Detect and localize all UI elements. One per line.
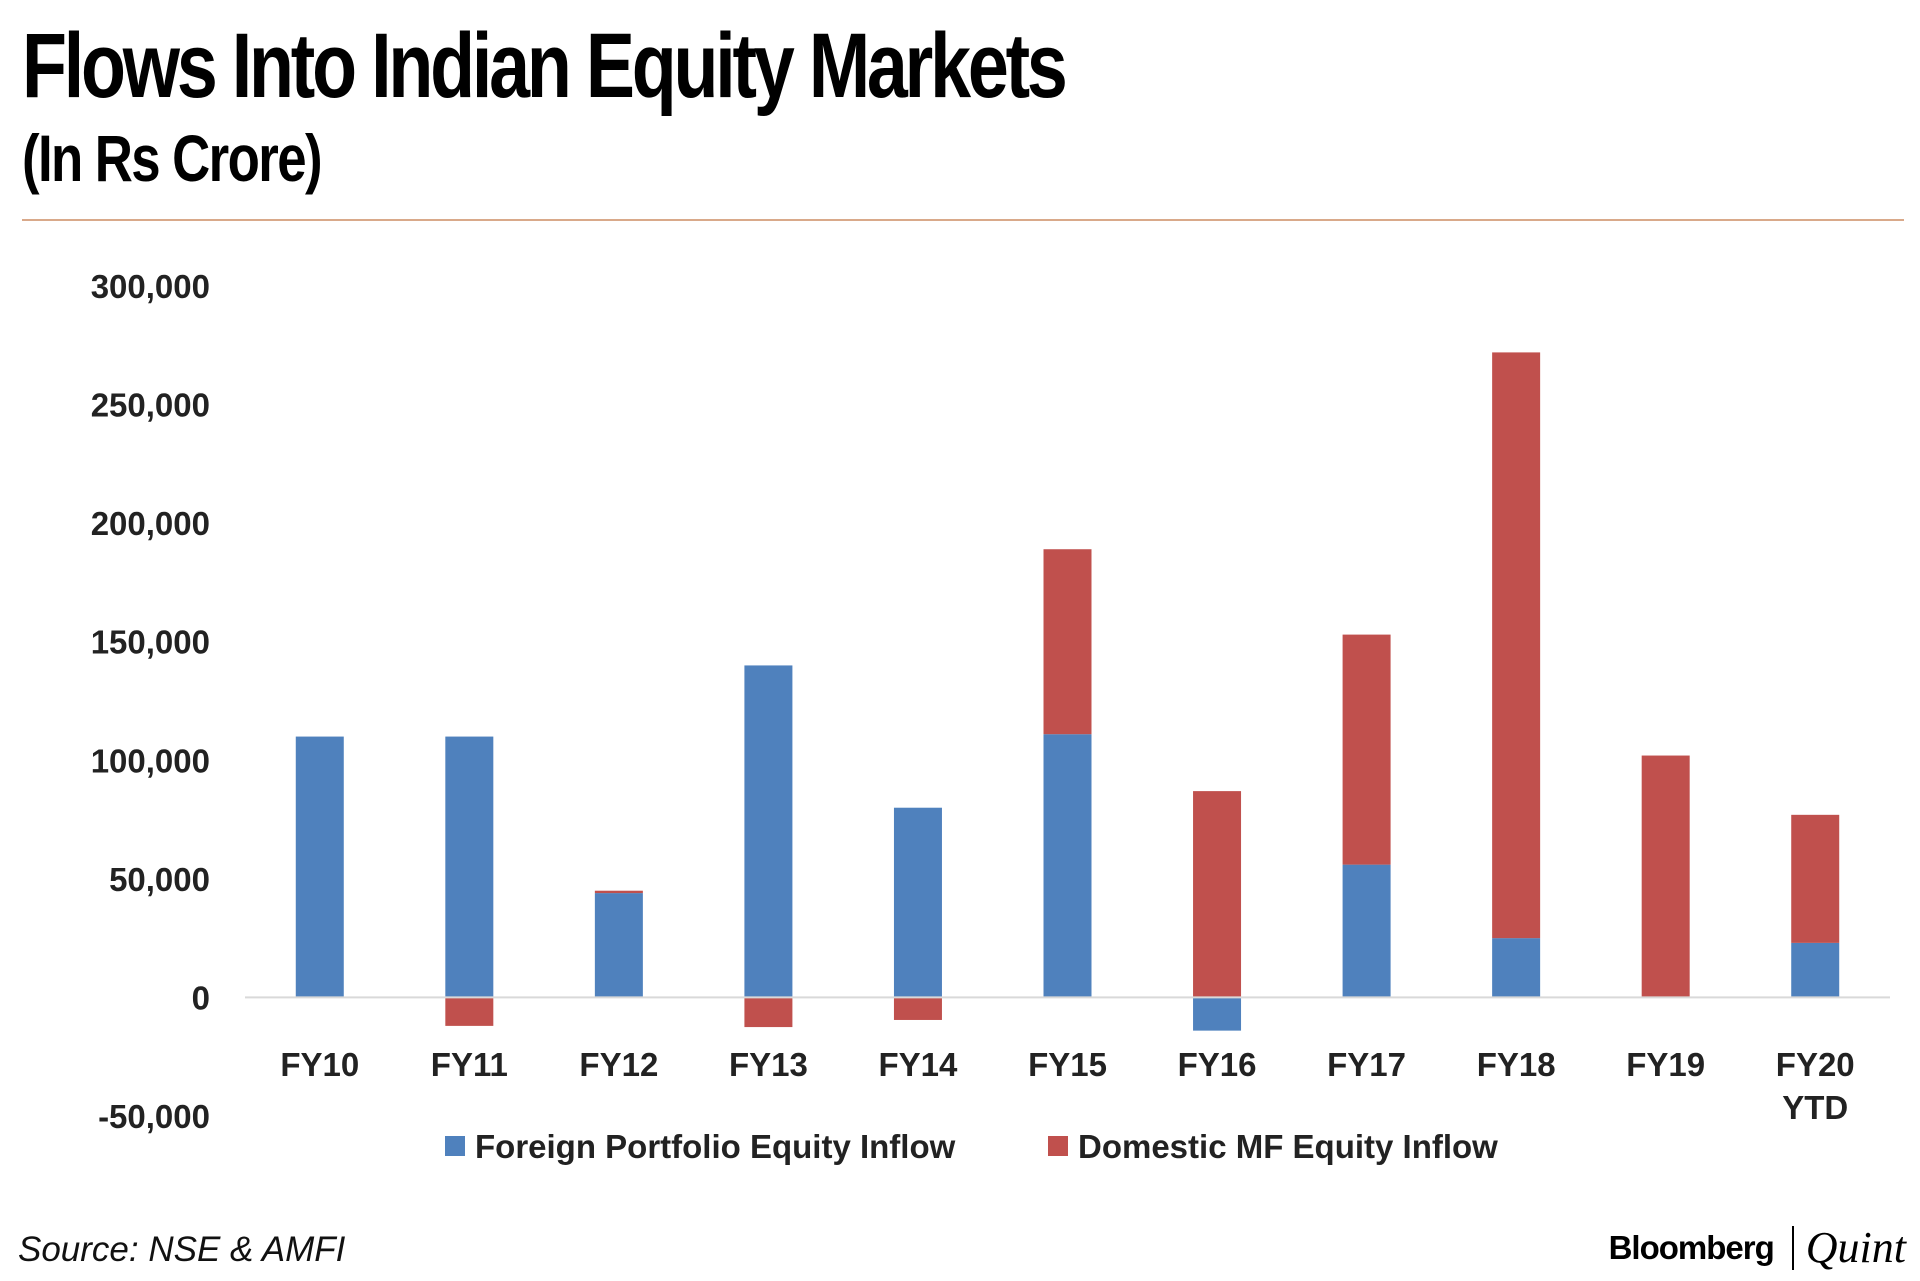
x-tick-label: FY19	[1626, 1046, 1705, 1083]
x-tick-label: FY13	[729, 1046, 808, 1083]
y-tick-label: 250,000	[91, 387, 210, 424]
x-tick-label: FY20	[1776, 1046, 1855, 1083]
bar-domestic	[594, 890, 643, 894]
stacked-bar-chart: -50,000 0 50,000 100,000 150,000 200,000 250,0…	[91, 268, 1890, 1165]
bar-foreign	[1193, 997, 1242, 1031]
bar-foreign	[1043, 734, 1092, 998]
bar-foreign	[594, 893, 643, 998]
y-tick-label: 150,000	[91, 624, 210, 661]
bar-domestic	[1342, 634, 1391, 865]
x-tick-label: YTD	[1782, 1089, 1848, 1126]
y-tick-label: 50,000	[109, 861, 210, 898]
bar-foreign	[1791, 942, 1840, 998]
x-tick-label: FY17	[1327, 1046, 1406, 1083]
brand-separator	[1791, 1225, 1794, 1270]
bar-domestic	[1641, 755, 1690, 998]
x-axis: FY10 FY11 FY12 FY13 FY14 FY15 FY16 FY17 FY18 FY19…	[280, 1046, 1854, 1126]
y-tick-label: 300,000	[91, 268, 210, 305]
bar-foreign	[445, 736, 494, 998]
bar-domestic	[1492, 352, 1541, 939]
legend-swatch	[445, 1136, 465, 1156]
bar-domestic	[1043, 549, 1092, 735]
bar-foreign	[1492, 938, 1541, 998]
x-tick-label: FY16	[1178, 1046, 1257, 1083]
x-tick-label: FY18	[1477, 1046, 1556, 1083]
brand-logo: Bloomberg Quint	[1609, 1222, 1906, 1273]
legend-label: Foreign Portfolio Equity Inflow	[475, 1128, 956, 1165]
bar-domestic	[1791, 814, 1840, 943]
chart-title: Flows Into Indian Equity Markets	[22, 15, 1068, 117]
y-axis: -50,000 0 50,000 100,000 150,000 200,000 250,0…	[91, 268, 210, 1135]
y-tick-label: -50,000	[98, 1098, 210, 1135]
x-tick-label: FY12	[579, 1046, 658, 1083]
header-divider	[22, 219, 1904, 221]
x-tick-label: FY14	[879, 1046, 959, 1083]
bar-foreign	[893, 807, 942, 998]
x-tick-label: FY15	[1028, 1046, 1107, 1083]
x-tick-label: FY11	[431, 1046, 508, 1083]
bar-domestic	[1193, 791, 1242, 998]
legend: Foreign Portfolio Equity Inflow Domestic …	[445, 1128, 1498, 1165]
legend-label: Domestic MF Equity Inflow	[1078, 1128, 1498, 1165]
chart-subtitle: (In Rs Crore)	[22, 121, 323, 195]
y-tick-label: 200,000	[91, 505, 210, 542]
bar-foreign	[744, 665, 793, 998]
bar-domestic	[445, 997, 494, 1026]
bar-domestic	[893, 997, 942, 1020]
x-tick-label: FY10	[280, 1046, 359, 1083]
y-tick-label: 100,000	[91, 742, 210, 779]
y-tick-label: 0	[192, 979, 210, 1016]
brand-primary: Bloomberg	[1608, 1228, 1775, 1266]
source-note: Source: NSE & AMFI	[18, 1230, 346, 1269]
bar-domestic	[744, 997, 793, 1028]
legend-swatch	[1048, 1136, 1068, 1156]
brand-secondary: Quint	[1805, 1223, 1906, 1272]
bar-foreign	[1342, 864, 1391, 998]
bars-group	[295, 352, 1840, 1031]
bar-foreign	[295, 736, 344, 998]
